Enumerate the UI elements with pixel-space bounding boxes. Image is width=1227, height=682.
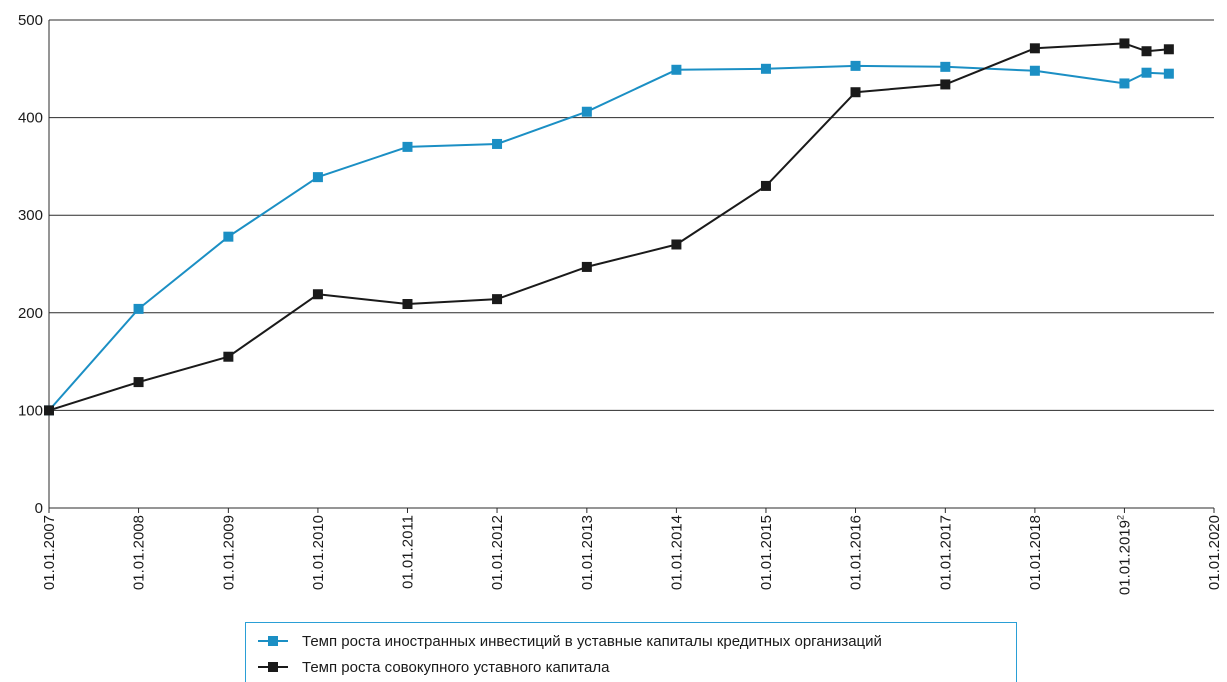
gridlines: [49, 19, 1214, 411]
x-tick-label: 01.01.2016: [848, 515, 865, 590]
series-1: [44, 38, 1174, 416]
y-tick-label: 300: [18, 207, 43, 224]
data-point-marker: [581, 261, 592, 272]
data-point-marker: [1141, 46, 1152, 57]
legend-label: Темп роста совокупного уставного капитал…: [302, 658, 610, 676]
data-point-marker: [1119, 78, 1130, 89]
axes: [48, 20, 1215, 513]
data-point-marker: [1119, 38, 1130, 49]
data-point-marker: [402, 141, 413, 152]
legend-swatch-blue: [258, 635, 288, 647]
y-axis-tick-labels: 0 100 200 300 400 500: [18, 12, 43, 517]
x-tick-label: 01.01.2010: [310, 515, 327, 590]
data-point-marker: [1029, 43, 1040, 54]
data-point-marker: [133, 377, 144, 388]
x-tick-label: 01.01.2017: [937, 515, 954, 590]
data-point-marker: [1163, 68, 1174, 79]
data-point-marker: [223, 351, 234, 362]
x-tick-label: 01.01.2012: [489, 515, 506, 590]
data-point-marker: [1141, 67, 1152, 78]
data-point-marker: [940, 61, 951, 72]
legend-item-foreign-investment: Темп роста иностранных инвестиций в уста…: [258, 631, 882, 651]
data-point-marker: [223, 231, 234, 242]
legend-swatch-black: [258, 661, 288, 673]
data-point-marker: [581, 106, 592, 117]
legend-label: Темп роста иностранных инвестиций в уста…: [302, 632, 882, 650]
data-point-marker: [312, 172, 323, 183]
data-point-marker: [44, 405, 54, 416]
x-tick-footnote: 2: [1115, 515, 1125, 520]
data-point-marker: [760, 63, 771, 74]
x-tick-label: 01.01.2013: [579, 515, 596, 590]
series-line: [48, 42, 1169, 412]
x-tick-label: 01.01.2020: [1206, 515, 1223, 590]
x-tick-label: 01.01.2018: [1027, 515, 1044, 590]
data-point-marker: [1163, 44, 1174, 55]
series-0: [44, 60, 1174, 416]
data-point-marker: [940, 79, 951, 90]
x-tick-label: 01.01.2008: [131, 515, 148, 590]
data-point-marker: [671, 239, 682, 250]
x-tick-label: 01.01.2015: [758, 515, 775, 590]
x-tick-label: 01.01.2011: [399, 515, 416, 589]
data-point-marker: [760, 180, 771, 191]
x-tick-label: 01.01.2009: [220, 515, 237, 590]
y-tick-label: 0: [35, 500, 43, 517]
data-point-marker: [133, 303, 144, 314]
y-tick-label: 100: [18, 402, 43, 419]
data-point-marker: [312, 289, 323, 300]
y-tick-label: 200: [18, 305, 43, 322]
data-point-marker: [850, 87, 861, 98]
legend: Темп роста иностранных инвестиций в уста…: [245, 622, 1017, 682]
x-axis-tick-labels: 01.01.2007 01.01.2008 01.01.2009 01.01.2010…: [41, 515, 1223, 595]
x-tick-label: 01.01.2007: [41, 515, 58, 590]
y-tick-label: 400: [18, 110, 43, 127]
data-point-marker: [492, 138, 503, 149]
data-point-marker: [671, 64, 682, 75]
y-tick-label: 500: [18, 12, 43, 29]
data-point-marker: [850, 60, 861, 71]
x-tick-label: 01.01.20192: [1115, 515, 1133, 595]
legend-item-total-capital: Темп роста совокупного уставного капитал…: [258, 657, 609, 677]
data-point-marker: [1029, 65, 1040, 76]
data-point-marker: [492, 294, 503, 305]
data-point-marker: [402, 299, 413, 310]
series: [44, 38, 1174, 416]
x-tick-label: 01.01.2014: [668, 515, 685, 590]
